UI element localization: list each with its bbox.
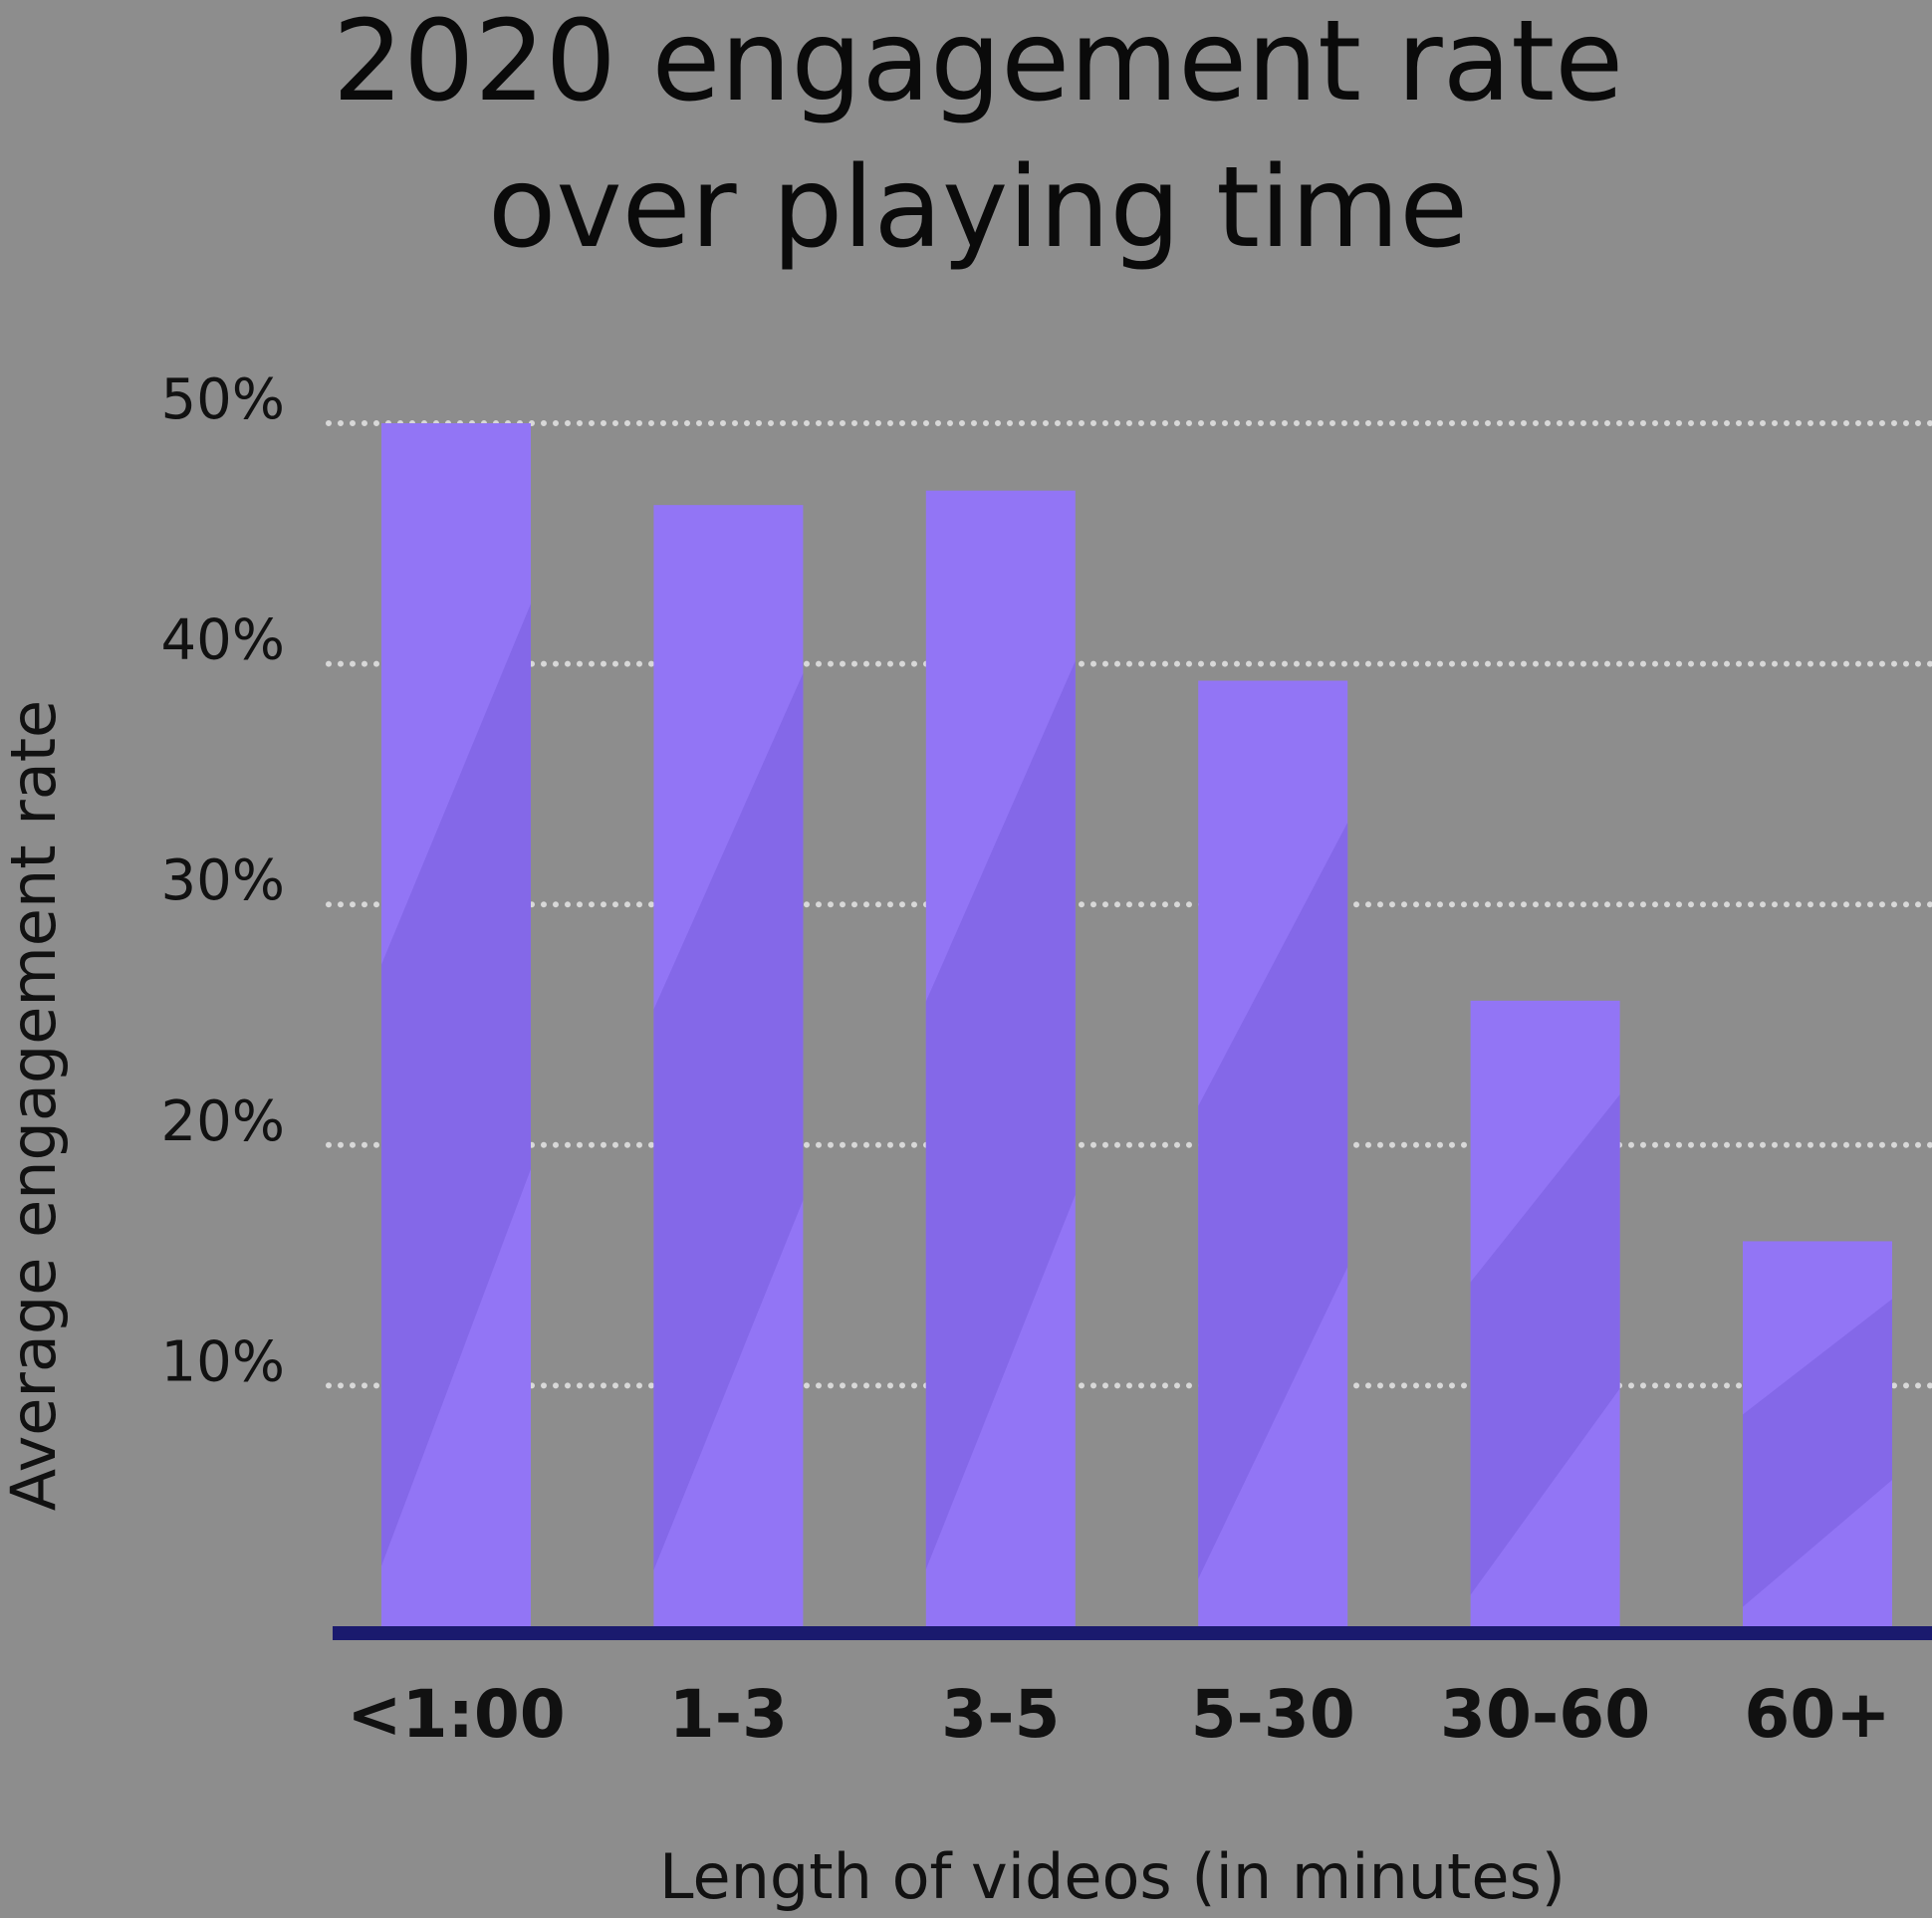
x-axis-baseline — [333, 1626, 1932, 1640]
y-tick-labels: 10% 20% 30% 40% 50% — [161, 367, 285, 1394]
bar-texture — [1470, 1094, 1620, 1595]
x-category-label: 1-3 — [669, 1676, 788, 1753]
y-tick-label: 50% — [161, 367, 285, 432]
bars — [381, 423, 1892, 1627]
bar-texture — [653, 673, 804, 1570]
x-category-label: 60+ — [1744, 1676, 1890, 1753]
chart-title-line-1: 2020 engagement rate — [333, 0, 1623, 126]
x-category-label: <1:00 — [347, 1676, 565, 1753]
y-tick-label: 20% — [161, 1089, 285, 1154]
x-category-label: 30-60 — [1440, 1676, 1650, 1753]
bar-texture — [381, 603, 531, 1566]
y-axis-label: Average engagement rate — [0, 700, 70, 1511]
y-tick-label: 10% — [161, 1329, 285, 1394]
y-tick-label: 40% — [161, 608, 285, 673]
y-tick-label: 30% — [161, 848, 285, 913]
bar-texture — [1743, 1299, 1892, 1607]
gridlines — [326, 420, 1932, 1389]
bar-texture — [925, 660, 1076, 1569]
x-category-label: 5-30 — [1191, 1676, 1355, 1753]
x-category-label: 3-5 — [941, 1676, 1060, 1753]
x-axis-label: Length of videos (in minutes) — [659, 1840, 1566, 1913]
chart-title-line-2: over playing time — [488, 143, 1468, 273]
bar-texture — [1198, 822, 1348, 1579]
x-category-labels: <1:00 1-3 3-5 5-30 30-60 60+ — [347, 1676, 1890, 1753]
